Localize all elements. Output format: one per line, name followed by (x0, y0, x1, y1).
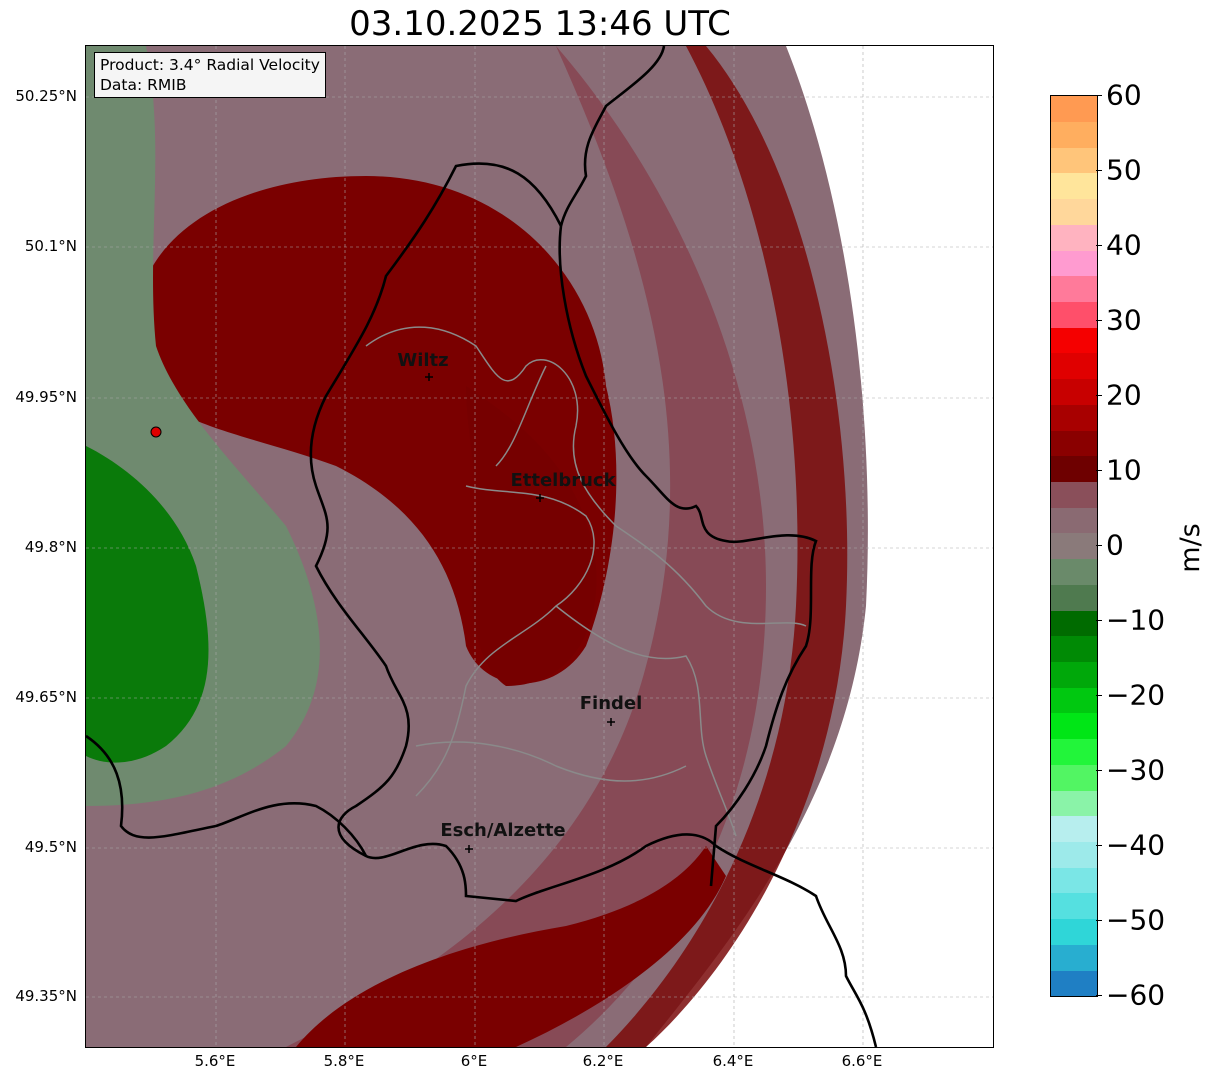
colorbar-segment (1051, 173, 1097, 200)
lon-tick-label: 5.6°E (194, 1052, 236, 1070)
map-title: 03.10.2025 13:46 UTC (349, 4, 731, 44)
colorbar-tick-label: −20 (1106, 678, 1166, 712)
colorbar-tick-mark (1096, 395, 1102, 396)
colorbar-tick-mark (1096, 95, 1102, 96)
colorbar-tick-label: −60 (1106, 978, 1166, 1012)
colorbar-segment (1051, 353, 1097, 380)
lon-tick-label: 6.2°E (582, 1052, 624, 1070)
colorbar-tick-label: −30 (1106, 753, 1166, 787)
colorbar-tick-label: 40 (1106, 228, 1142, 262)
city-label-wiltz: Wiltz (397, 350, 449, 371)
colorbar-segment (1051, 944, 1097, 971)
velocity-colorbar (1050, 95, 1098, 997)
colorbar-segment (1051, 533, 1097, 560)
radar-velocity-field (86, 46, 993, 1047)
colorbar-tick-mark (1096, 695, 1102, 696)
colorbar-segment (1051, 893, 1097, 920)
colorbar-tick-mark (1096, 995, 1102, 996)
colorbar-tick-mark (1096, 545, 1102, 546)
colorbar-tick-mark (1096, 620, 1102, 621)
colorbar-tick-label: 60 (1106, 78, 1142, 112)
colorbar-tick-mark (1096, 245, 1102, 246)
colorbar-segment (1051, 481, 1097, 508)
colorbar-segment (1051, 430, 1097, 457)
colorbar-segment (1051, 198, 1097, 225)
colorbar-tick-label: 50 (1106, 153, 1142, 187)
lat-tick-label: 49.5°N (24, 838, 77, 856)
colorbar-segment (1051, 918, 1097, 945)
mid-velocity-band (286, 46, 766, 1047)
city-label-esch-alzette: Esch/Alzette (440, 820, 566, 841)
colorbar-tick-mark (1096, 470, 1102, 471)
product-label: Product: 3.4° Radial Velocity (100, 56, 320, 74)
colorbar-segment (1051, 456, 1097, 482)
colorbar-unit-label: m/s (1175, 523, 1207, 573)
colorbar-segment (1051, 610, 1097, 637)
city-label-ettelbruck: Ettelbruck (510, 470, 616, 491)
colorbar-segment (1051, 327, 1097, 354)
colorbar-segment (1051, 841, 1097, 868)
colorbar-segment (1051, 378, 1097, 405)
colorbar-segment (1051, 147, 1097, 174)
colorbar-tick-label: 20 (1106, 378, 1142, 412)
colorbar-segment (1051, 738, 1097, 765)
colorbar-segment (1051, 816, 1097, 842)
colorbar-segment (1051, 867, 1097, 894)
product-info-box: Product: 3.4° Radial Velocity Data: RMIB (94, 52, 326, 98)
colorbar-tick-label: −40 (1106, 828, 1166, 862)
colorbar-segment (1051, 250, 1097, 277)
colorbar-tick-label: −10 (1106, 603, 1166, 637)
data-source-label: Data: RMIB (100, 76, 187, 94)
colorbar-segment (1051, 404, 1097, 431)
lon-tick-label: 6.4°E (712, 1052, 754, 1070)
colorbar-segment (1051, 661, 1097, 688)
no-data-area (646, 46, 993, 1047)
lat-tick-label: 49.8°N (24, 538, 77, 556)
colorbar-segment (1051, 558, 1097, 585)
lon-tick-label: 5.8°E (323, 1052, 365, 1070)
colorbar-tick-mark (1096, 320, 1102, 321)
lat-tick-label: 49.95°N (15, 388, 77, 406)
lat-tick-label: 50.1°N (24, 237, 77, 255)
outbound-region-dark (86, 446, 209, 763)
city-label-findel: Findel (579, 693, 643, 714)
colorbar-segment (1051, 301, 1097, 328)
colorbar-tick-label: 30 (1106, 303, 1142, 337)
colorbar-segment (1051, 121, 1097, 148)
canton-boundaries (365, 326, 807, 837)
colorbar-segment (1051, 96, 1097, 122)
colorbar-segment (1051, 970, 1097, 996)
colorbar-segment (1051, 713, 1097, 740)
national-borders (86, 46, 878, 1047)
colorbar-segment (1051, 636, 1097, 662)
colorbar-tick-mark (1096, 845, 1102, 846)
inbound-band-south (296, 846, 726, 1047)
colorbar-tick-mark (1096, 770, 1102, 771)
lon-tick-label: 6°E (460, 1052, 488, 1070)
city-markers (425, 373, 615, 853)
colorbar-tick-label: −50 (1106, 903, 1166, 937)
radar-map[interactable] (85, 45, 994, 1048)
colorbar-tick-label: 10 (1106, 453, 1142, 487)
map-gridlines (86, 46, 993, 1047)
lon-tick-label: 6.6°E (841, 1052, 883, 1070)
colorbar-segment (1051, 584, 1097, 611)
colorbar-segment (1051, 276, 1097, 302)
inbound-core-center (466, 386, 597, 686)
colorbar-tick-mark (1096, 920, 1102, 921)
colorbar-segment (1051, 224, 1097, 251)
outer-velocity-ring (606, 46, 848, 1047)
lat-tick-label: 49.35°N (15, 987, 77, 1005)
lat-tick-label: 50.25°N (15, 87, 77, 105)
colorbar-tick-mark (1096, 170, 1102, 171)
colorbar-tick-label: 0 (1106, 528, 1124, 562)
radar-site-marker (150, 426, 162, 438)
colorbar-segment (1051, 790, 1097, 817)
colorbar-segment (1051, 764, 1097, 791)
lat-tick-label: 49.65°N (15, 688, 77, 706)
colorbar-segment (1051, 507, 1097, 534)
colorbar-segment (1051, 687, 1097, 714)
